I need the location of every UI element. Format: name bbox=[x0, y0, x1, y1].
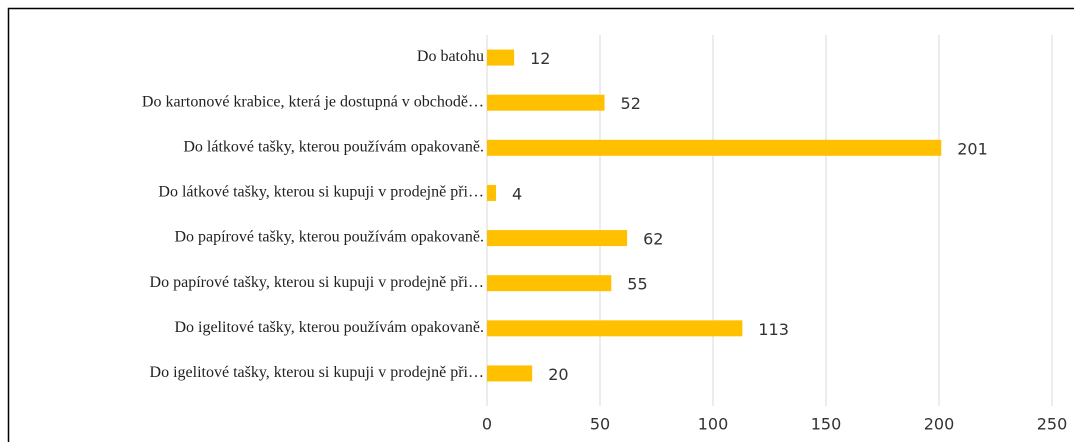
data-label: 201 bbox=[957, 139, 988, 158]
bar bbox=[487, 320, 743, 337]
x-tick-label: 150 bbox=[811, 415, 842, 434]
chart-border bbox=[7, 7, 1074, 442]
bar bbox=[487, 365, 533, 382]
bar bbox=[487, 184, 497, 201]
data-label: 62 bbox=[643, 230, 663, 249]
y-tick-label: Do igelitové tašky, kterou si kupuji v p… bbox=[150, 364, 484, 381]
data-label: 4 bbox=[512, 184, 522, 203]
data-label: 113 bbox=[758, 320, 789, 339]
bar bbox=[487, 139, 942, 156]
x-tick-label: 100 bbox=[698, 415, 729, 434]
y-tick-label: Do batohu bbox=[417, 48, 484, 65]
y-tick-label: Do papírové tašky, kterou si kupuji v pr… bbox=[150, 274, 484, 291]
y-tick-label: Do igelitové tašky, kterou používám opak… bbox=[174, 319, 484, 336]
y-tick-label: Do kartonové krabice, která je dostupná … bbox=[142, 93, 484, 110]
y-tick-label: Do látkové tašky, kterou si kupuji v pro… bbox=[158, 184, 484, 201]
data-label: 55 bbox=[627, 275, 647, 294]
data-label: 12 bbox=[530, 49, 550, 68]
bar bbox=[487, 275, 612, 292]
x-tick-label: 0 bbox=[482, 415, 492, 434]
x-tick-label: 200 bbox=[924, 415, 955, 434]
x-tick-label: 250 bbox=[1037, 415, 1068, 434]
x-tick-label: 50 bbox=[590, 415, 610, 434]
bar bbox=[487, 230, 628, 247]
data-label: 52 bbox=[621, 94, 641, 113]
y-tick-label: Do papírové tašky, kterou používám opako… bbox=[174, 229, 484, 246]
bar bbox=[487, 94, 605, 111]
data-label: 20 bbox=[548, 365, 568, 384]
y-tick-label: Do látkové tašky, kterou používám opakov… bbox=[183, 138, 484, 155]
bar bbox=[487, 49, 515, 66]
